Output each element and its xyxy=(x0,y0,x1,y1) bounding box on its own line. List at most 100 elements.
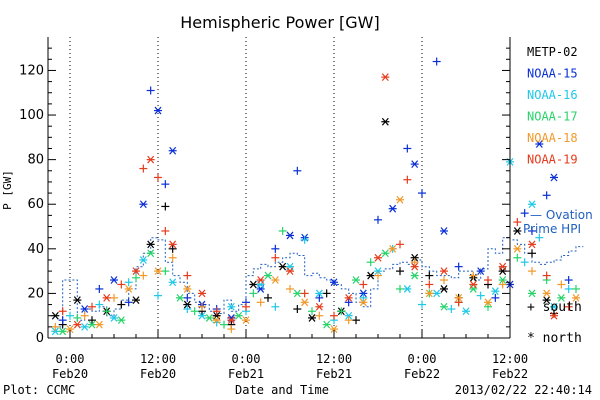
y-tick-label-100: 100 xyxy=(19,108,44,123)
legend-noaa-19: NOAA-19 xyxy=(527,153,578,167)
point-noaa-19-10 xyxy=(168,240,177,249)
x-tick-time-4: 0:00 xyxy=(408,352,437,366)
point-metp-02-9 xyxy=(168,244,177,253)
point-noaa-15-17 xyxy=(286,231,294,240)
point-noaa-19-1 xyxy=(73,320,82,329)
point-noaa-18-30 xyxy=(484,298,492,307)
satellite-data-points xyxy=(51,57,580,336)
point-noaa-17-7 xyxy=(161,267,170,276)
legend-ovation-0: — Ovation xyxy=(530,208,593,222)
point-noaa-15-39 xyxy=(550,173,558,182)
point-noaa-16-34 xyxy=(535,233,544,242)
point-noaa-18-26 xyxy=(425,289,434,298)
x-tick-date-3: Feb21 xyxy=(316,367,352,381)
point-metp-02-3 xyxy=(88,316,96,325)
point-metp-02-19 xyxy=(322,289,331,298)
point-noaa-15-23 xyxy=(359,289,368,298)
point-metp-02-6 xyxy=(132,296,140,304)
point-noaa-19-23 xyxy=(359,280,368,289)
point-noaa-16-2 xyxy=(80,322,89,331)
point-noaa-17-11 xyxy=(220,320,228,329)
point-noaa-17-5 xyxy=(132,273,140,282)
point-metp-02-14 xyxy=(249,280,258,289)
point-noaa-19-31 xyxy=(454,298,463,307)
y-tick-label-120: 120 xyxy=(19,63,44,78)
y-axis-label: P [GW] xyxy=(1,170,14,210)
point-noaa-18-13 xyxy=(242,316,250,325)
point-noaa-19-27 xyxy=(403,175,412,184)
point-noaa-19-33 xyxy=(484,276,492,285)
chart-axes: 0204060801001200:00Feb2012:00Feb200:00Fe… xyxy=(19,37,528,381)
point-noaa-18-18 xyxy=(315,311,324,320)
point-noaa-17-9 xyxy=(190,307,199,316)
point-noaa-15-8 xyxy=(161,180,170,189)
point-noaa-16-18 xyxy=(315,289,324,298)
point-noaa-19-3 xyxy=(102,293,111,302)
point-noaa-15-36 xyxy=(528,226,536,235)
point-noaa-17-17 xyxy=(308,307,316,316)
point-noaa-18-5 xyxy=(124,285,133,293)
point-noaa-15-35 xyxy=(520,209,529,218)
point-noaa-15-16 xyxy=(271,244,280,253)
point-noaa-15-22 xyxy=(344,298,353,307)
point-noaa-18-11 xyxy=(212,316,221,325)
point-noaa-15-15 xyxy=(256,285,265,293)
point-noaa-18-19 xyxy=(330,325,338,333)
point-noaa-15-5 xyxy=(139,200,148,209)
point-noaa-16-36 xyxy=(564,284,573,293)
point-noaa-17-3 xyxy=(102,307,111,316)
point-noaa-18-22 xyxy=(374,271,382,280)
point-noaa-15-24 xyxy=(374,215,382,224)
point-noaa-18-28 xyxy=(454,293,463,302)
point-noaa-15-33 xyxy=(491,293,500,302)
point-noaa-16-32 xyxy=(520,258,529,267)
point-noaa-16-21 xyxy=(359,293,368,302)
point-noaa-18-15 xyxy=(271,276,280,284)
point-noaa-17-12 xyxy=(234,311,243,320)
point-noaa-15-0 xyxy=(58,316,67,325)
point-noaa-19-7 xyxy=(146,155,155,164)
point-noaa-16-14 xyxy=(256,280,265,289)
point-noaa-15-20 xyxy=(315,293,324,302)
point-noaa-17-29 xyxy=(484,302,492,311)
legend-noaa-16: NOAA-16 xyxy=(527,88,578,102)
point-noaa-18-23 xyxy=(388,244,397,253)
point-metp-02-15 xyxy=(264,293,272,302)
x-tick-date-4: Feb22 xyxy=(404,367,440,381)
point-noaa-16-26 xyxy=(432,289,441,298)
point-metp-02-32 xyxy=(513,227,522,235)
point-noaa-18-21 xyxy=(359,298,368,307)
point-metp-02-22 xyxy=(366,271,375,280)
point-noaa-15-6 xyxy=(146,86,155,95)
point-noaa-15-38 xyxy=(542,191,551,200)
point-noaa-16-10 xyxy=(198,311,206,320)
point-noaa-19-38 xyxy=(550,311,558,320)
point-noaa-17-1 xyxy=(73,313,82,322)
point-metp-02-24 xyxy=(396,267,404,276)
chart-title: Hemispheric Power [GW] xyxy=(180,13,379,32)
point-noaa-18-35 xyxy=(557,280,566,289)
y-tick-label-0: 0 xyxy=(36,331,44,346)
point-noaa-19-0 xyxy=(58,307,67,316)
point-noaa-18-8 xyxy=(168,253,177,262)
point-noaa-16-5 xyxy=(124,278,133,287)
x-tick-time-2: 0:00 xyxy=(232,352,261,366)
point-noaa-19-19 xyxy=(300,289,309,298)
point-metp-02-25 xyxy=(410,253,419,262)
point-noaa-15-21 xyxy=(330,278,338,287)
point-noaa-17-0 xyxy=(58,327,67,336)
point-noaa-16-16 xyxy=(286,262,294,271)
point-noaa-15-10 xyxy=(183,293,192,302)
point-noaa-19-9 xyxy=(161,226,170,235)
point-noaa-17-19 xyxy=(337,307,346,316)
point-noaa-17-32 xyxy=(528,289,536,298)
point-noaa-18-31 xyxy=(498,280,507,289)
point-noaa-16-24 xyxy=(403,285,412,293)
point-metp-02-26 xyxy=(425,271,434,280)
point-noaa-16-0 xyxy=(51,327,60,336)
point-noaa-15-28 xyxy=(418,189,426,198)
point-noaa-18-34 xyxy=(542,289,551,298)
point-noaa-18-12 xyxy=(227,325,236,334)
